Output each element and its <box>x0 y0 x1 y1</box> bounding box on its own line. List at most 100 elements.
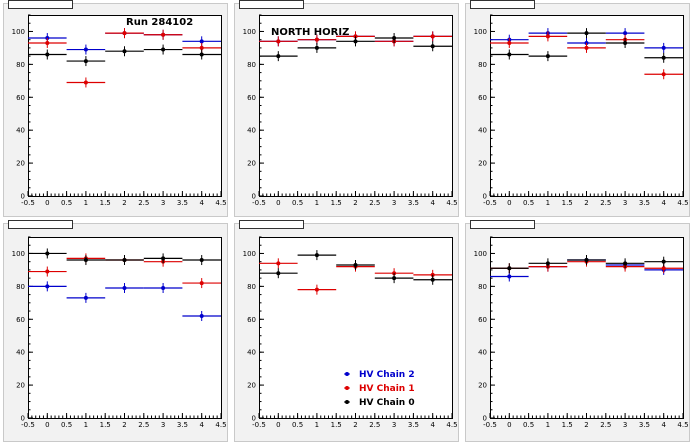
data-point-marker <box>45 251 50 256</box>
data-point-marker <box>661 266 666 271</box>
series-2 <box>490 31 683 80</box>
data-point-marker <box>545 261 550 266</box>
series-3 <box>259 250 452 285</box>
data-point-marker <box>623 261 628 266</box>
panel-1: -0.5 0 0.5 1 1.5 2 2.5 3 3.5 4 4.5020406080100Run … <box>3 0 228 217</box>
data-point-marker <box>161 47 166 52</box>
x-tick-label: 4.5 <box>215 421 226 429</box>
x-tick-label: 2.5 <box>369 199 380 207</box>
y-tick-label: 40 <box>247 127 256 135</box>
series-3 <box>259 33 452 62</box>
y-tick-label: 60 <box>16 94 25 102</box>
histogram-title-box <box>470 0 535 9</box>
data-point-marker <box>545 54 550 59</box>
y-tick-label: 20 <box>478 382 487 390</box>
data-point-marker <box>507 266 512 271</box>
x-tick-label: 3.5 <box>639 421 650 429</box>
x-tick-label: 3.5 <box>177 421 188 429</box>
histogram-title-box <box>8 0 73 9</box>
data-point-marker <box>45 40 50 45</box>
x-tick-label: 1 <box>315 421 319 429</box>
y-tick-label: 100 <box>12 250 25 258</box>
y-tick-label: 40 <box>478 127 487 135</box>
x-tick-label: 0.5 <box>292 199 303 207</box>
y-tick-label: 0 <box>21 193 25 201</box>
data-point-marker <box>161 286 166 291</box>
y-tick-label: 0 <box>252 415 256 423</box>
plot-frame <box>28 15 222 197</box>
x-tick-label: 2 <box>584 421 588 429</box>
x-tick-label: 1.5 <box>562 199 573 207</box>
data-point-marker <box>430 34 435 39</box>
y-tick-label: 20 <box>16 382 25 390</box>
x-tick-label: 4 <box>199 421 204 429</box>
x-tick-label: 3.5 <box>408 199 419 207</box>
x-tick-label: 2 <box>122 199 126 207</box>
data-point-marker <box>545 34 550 39</box>
data-point-marker <box>276 54 281 59</box>
data-point-marker <box>122 31 127 36</box>
series-3 <box>28 248 221 266</box>
y-tick-label: 40 <box>247 349 256 357</box>
x-tick-label: 1 <box>84 421 88 429</box>
x-tick-label: 3.5 <box>177 199 188 207</box>
x-tick-label: -0.5 <box>21 199 35 207</box>
data-point-marker <box>507 40 512 45</box>
data-point-marker <box>392 36 397 41</box>
x-tick-label: 1.5 <box>100 199 111 207</box>
data-point-marker <box>122 286 127 291</box>
x-tick-label: 2.5 <box>138 199 149 207</box>
y-tick-label: 80 <box>247 61 256 69</box>
y-tick-label: 80 <box>478 61 487 69</box>
x-tick-label: 1.5 <box>562 421 573 429</box>
x-tick-label: 0.5 <box>61 199 72 207</box>
y-tick-label: 0 <box>483 193 487 201</box>
x-tick-label: 2.5 <box>600 421 611 429</box>
data-point-marker <box>661 259 666 264</box>
x-tick-label: 2 <box>353 199 357 207</box>
x-tick-label: 1.5 <box>331 421 342 429</box>
y-tick-label: 20 <box>16 160 25 168</box>
x-tick-label: 0 <box>45 421 49 429</box>
x-tick-label: 4.5 <box>446 421 457 429</box>
x-tick-label: 0.5 <box>523 199 534 207</box>
y-tick-label: 20 <box>247 160 256 168</box>
data-point-marker <box>314 253 319 258</box>
data-point-marker <box>314 287 319 292</box>
x-tick-label: 4 <box>430 421 435 429</box>
data-point-marker <box>392 276 397 281</box>
data-point-marker <box>584 258 589 263</box>
x-tick-label: -0.5 <box>21 421 35 429</box>
x-tick-label: 4 <box>661 199 666 207</box>
x-tick-label: 4.5 <box>446 199 457 207</box>
x-tick-label: 2 <box>353 421 357 429</box>
x-tick-label: 4.5 <box>677 199 688 207</box>
series-2 <box>28 28 221 88</box>
data-point-marker <box>314 37 319 42</box>
x-tick-label: 1 <box>546 199 550 207</box>
series-1 <box>28 281 221 321</box>
series-3 <box>28 44 221 67</box>
y-tick-label: 80 <box>247 283 256 291</box>
histogram-title-box <box>8 220 73 229</box>
panel-annotation: NORTH HORIZ <box>271 27 349 38</box>
data-point-marker <box>122 49 127 54</box>
data-point-marker <box>199 45 204 50</box>
data-point-marker <box>45 52 50 57</box>
x-tick-label: 0 <box>276 421 280 429</box>
x-tick-label: 0 <box>507 199 511 207</box>
x-tick-label: 2.5 <box>138 421 149 429</box>
x-tick-label: 0.5 <box>292 421 303 429</box>
x-tick-label: 0.5 <box>523 421 534 429</box>
data-point-marker <box>276 39 281 44</box>
data-point-marker <box>83 295 88 300</box>
data-point-marker <box>507 274 512 279</box>
y-tick-label: 80 <box>478 283 487 291</box>
x-tick-label: 4 <box>199 199 204 207</box>
y-tick-label: 100 <box>474 250 487 258</box>
histogram-title-box <box>239 0 304 9</box>
